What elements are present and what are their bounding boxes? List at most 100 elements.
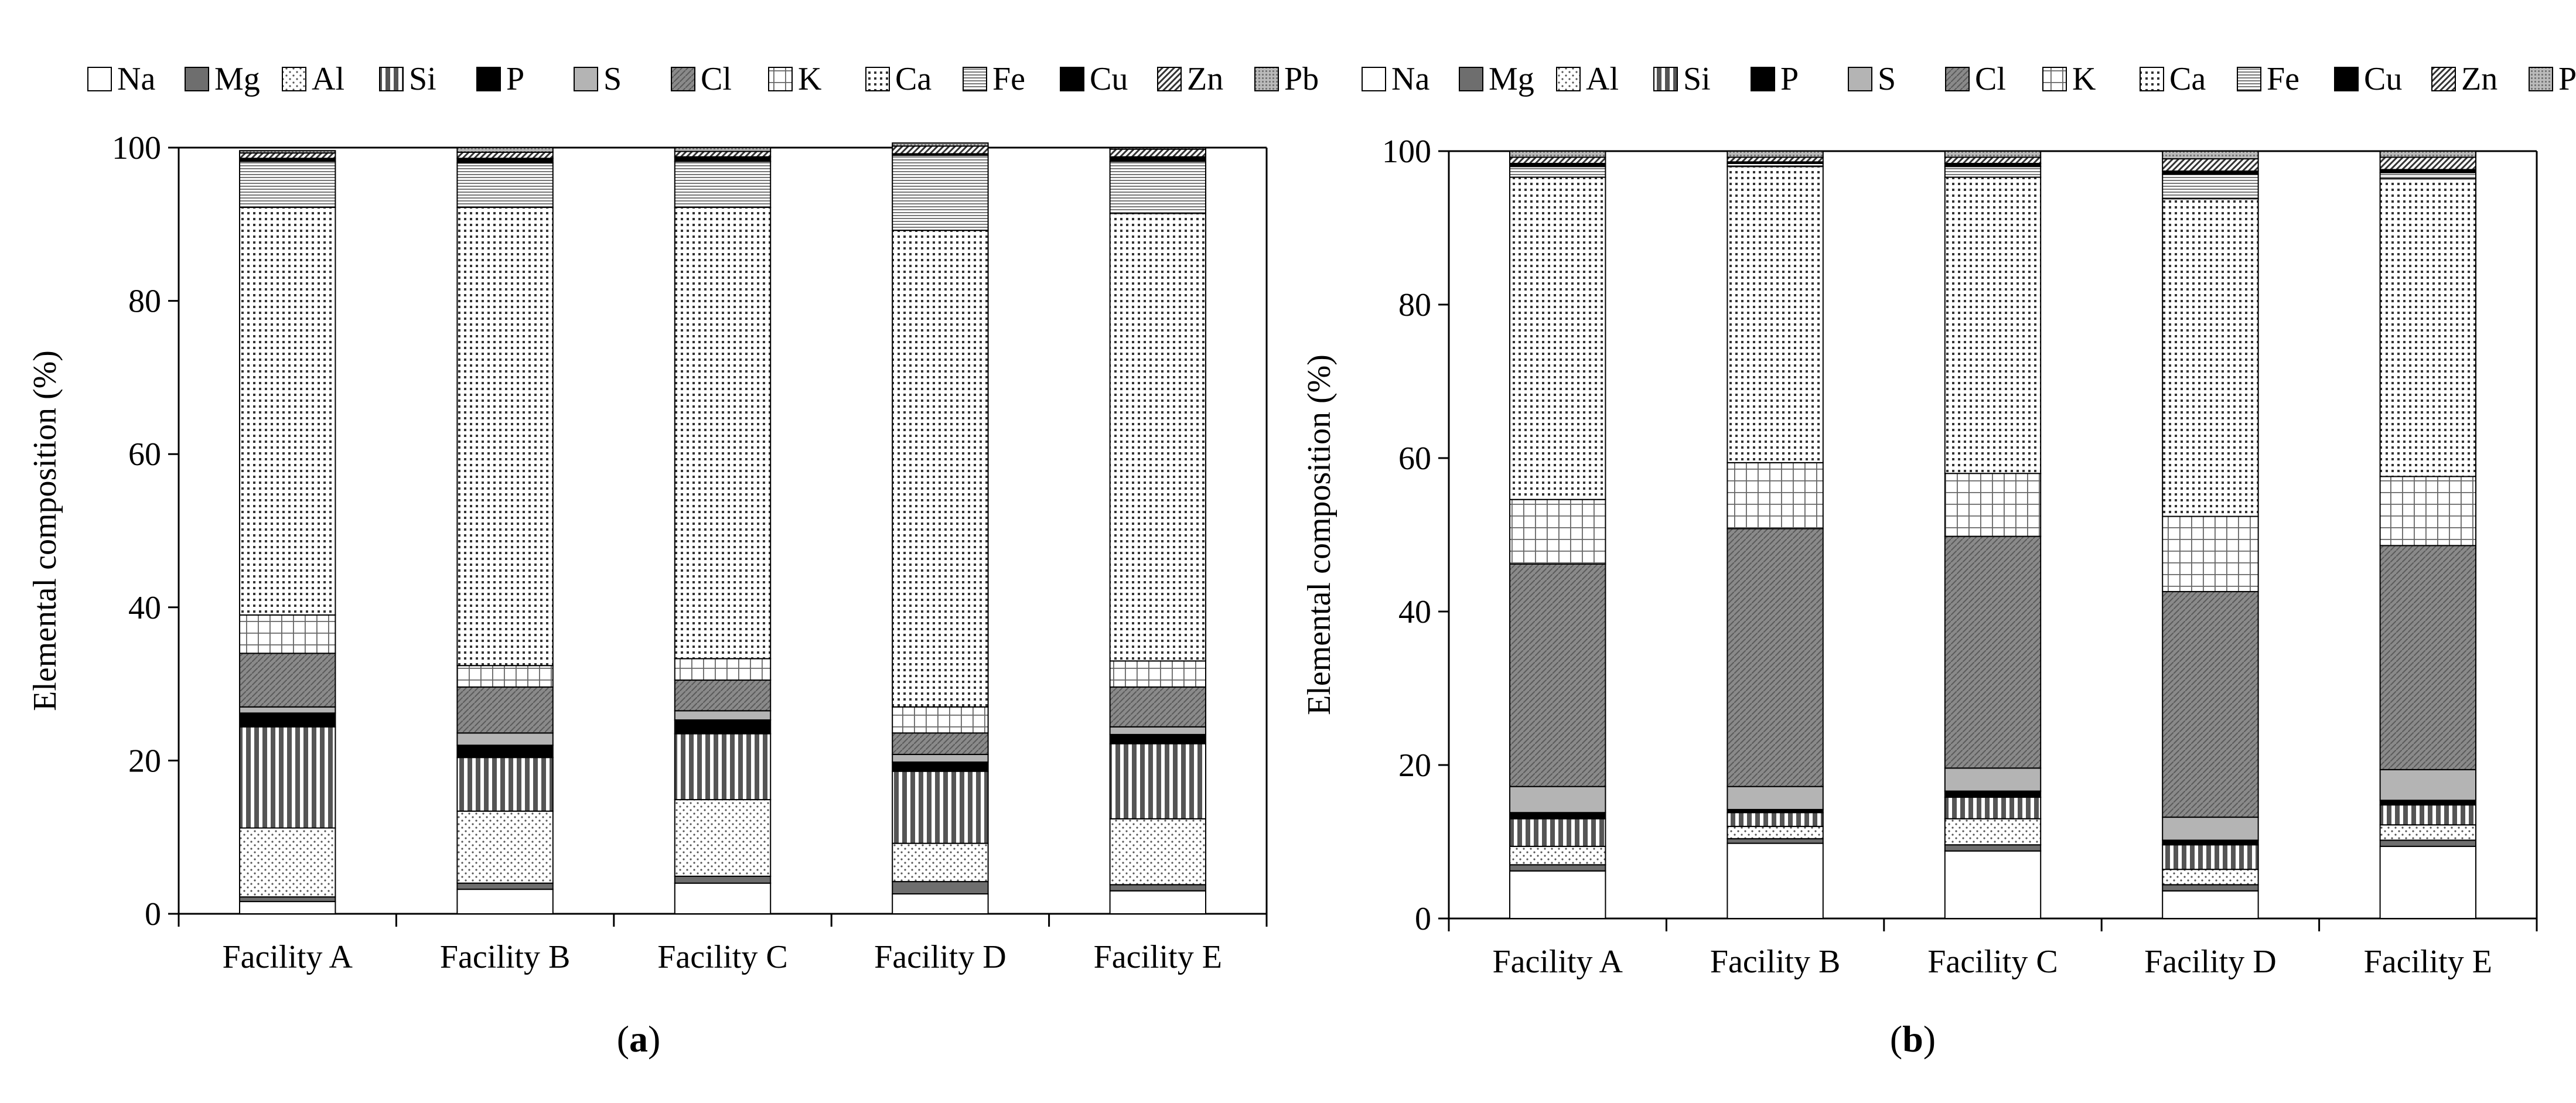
bar-segment-pb-5 xyxy=(2379,151,2477,158)
bar-segment-k-2 xyxy=(456,665,554,688)
legend-swatch-fe xyxy=(963,67,987,91)
bar-segment-k-5 xyxy=(2379,476,2477,547)
bar-segment-cu-2 xyxy=(456,158,554,164)
y-tick-label: 60 xyxy=(1398,440,1431,477)
bar-segment-na-4 xyxy=(892,893,989,914)
bar-segment-s-4 xyxy=(2162,817,2259,841)
bar-segment-mg-2 xyxy=(456,882,554,890)
x-category-label: Facility C xyxy=(657,939,787,975)
bar-segment-si-3 xyxy=(1944,797,2042,819)
y-tick-label: 0 xyxy=(1415,901,1431,937)
y-axis-title: Elemental composition (%) xyxy=(1301,354,1338,715)
bar-segment-p-1 xyxy=(238,712,336,728)
bar-segment-na-5 xyxy=(2379,845,2477,919)
bar-segment-zn-2 xyxy=(1727,156,1824,163)
y-tick-label: 20 xyxy=(1398,747,1431,784)
bar-segment-mg-5 xyxy=(2379,839,2477,847)
legend-swatch-ca xyxy=(865,67,890,91)
bar-segment-mg-2 xyxy=(1727,838,1824,844)
legend-swatch-si xyxy=(379,67,404,91)
bar-segment-pb-3 xyxy=(1944,151,2042,158)
legend-label-cl: Cl xyxy=(1975,61,2006,97)
legend-panel-b: Na Mg Al Si P S Cl K Ca Fe Cu Zn Pb xyxy=(1362,61,2576,97)
bar-segment-mg-3 xyxy=(674,875,772,884)
legend-swatch-k xyxy=(2042,67,2067,91)
legend-swatch-al xyxy=(282,67,306,91)
bar-segment-zn-4 xyxy=(2162,158,2259,172)
legend-swatch-p xyxy=(1751,67,1775,91)
legend-label-pb: Pb xyxy=(2558,61,2576,97)
bar-segment-pb-3 xyxy=(674,147,772,152)
legend-swatch-cl xyxy=(1945,67,1970,91)
legend-swatch-cu xyxy=(2334,67,2359,91)
legend-swatch-zn xyxy=(1157,67,1182,91)
bar-segment-si-2 xyxy=(1727,812,1824,827)
bar-segment-cl-2 xyxy=(1727,528,1824,787)
bar-segment-mg-4 xyxy=(2162,884,2259,892)
bar-segment-fe-3 xyxy=(1944,166,2042,178)
legend-swatch-s xyxy=(1848,67,1872,91)
legend-label-na: Na xyxy=(117,61,155,97)
bar-segment-s-3 xyxy=(674,710,772,721)
y-tick-label: 80 xyxy=(1398,287,1431,323)
bar-segment-mg-1 xyxy=(238,896,336,903)
bar-segment-si-1 xyxy=(238,726,336,829)
bar-segment-cl-3 xyxy=(1944,535,2042,769)
legend-swatch-na xyxy=(87,67,112,91)
bar-segment-fe-4 xyxy=(2162,173,2259,200)
bar-segment-al-5 xyxy=(2379,824,2477,841)
bar-segment-fe-5 xyxy=(2379,172,2477,180)
y-tick-label: 80 xyxy=(128,284,161,320)
bar-segment-zn-3 xyxy=(674,151,772,158)
bar-segment-s-1 xyxy=(1509,786,1606,814)
bar-segment-si-2 xyxy=(456,757,554,812)
bar-segment-al-4 xyxy=(2162,869,2259,886)
x-category-label: Facility A xyxy=(1492,944,1623,980)
bar-segment-k-1 xyxy=(1509,498,1606,565)
bar-segment-al-5 xyxy=(1109,818,1207,886)
bar-segment-p-2 xyxy=(456,745,554,759)
bar-segment-ca-1 xyxy=(1509,176,1606,500)
y-tick-label: 20 xyxy=(128,743,161,779)
bar-segment-k-4 xyxy=(2162,515,2259,592)
bar-segment-ca-2 xyxy=(1727,166,1824,463)
bar-segment-zn-1 xyxy=(238,152,336,159)
bar-segment-p-4 xyxy=(2162,839,2259,846)
bar-segment-na-4 xyxy=(2162,890,2259,919)
bar-segment-ca-2 xyxy=(456,207,554,667)
bar-segment-s-2 xyxy=(1727,786,1824,810)
legend-label-k: K xyxy=(2072,61,2096,97)
y-tick-label: 0 xyxy=(145,896,161,933)
legend-swatch-cl xyxy=(671,67,695,91)
bar-segment-k-4 xyxy=(892,706,989,734)
legend-label-zn: Zn xyxy=(2461,61,2497,97)
legend-label-mg: Mg xyxy=(214,61,260,97)
legend-label-pb: Pb xyxy=(1284,61,1319,97)
legend-label-ca: Ca xyxy=(895,61,932,97)
legend-label-fe: Fe xyxy=(2267,61,2299,97)
bar-segment-pb-1 xyxy=(238,150,336,154)
bar-segment-al-3 xyxy=(1944,818,2042,846)
legend-swatch-ca xyxy=(2140,67,2164,91)
bar-segment-si-4 xyxy=(892,770,989,844)
y-tick-label: 100 xyxy=(112,130,161,166)
bar-segment-na-5 xyxy=(1109,890,1207,915)
legend-swatch-zn xyxy=(2431,67,2456,91)
bar-segment-pb-2 xyxy=(1727,151,1824,158)
y-tick-label: 100 xyxy=(1382,134,1431,170)
bar-segment-al-2 xyxy=(456,810,554,884)
legend-label-cu: Cu xyxy=(2364,61,2402,97)
bar-segment-na-2 xyxy=(1727,842,1824,919)
bar-segment-fe-1 xyxy=(1509,166,1606,178)
legend-swatch-k xyxy=(768,67,793,91)
bar-segment-fe-1 xyxy=(238,161,336,209)
bar-segment-zn-5 xyxy=(1109,148,1207,158)
legend-label-zn: Zn xyxy=(1187,61,1223,97)
legend-label-al: Al xyxy=(1586,61,1619,97)
legend-label-cu: Cu xyxy=(1090,61,1128,97)
legend-swatch-na xyxy=(1362,67,1386,91)
bar-segment-ca-3 xyxy=(674,207,772,660)
bar-segment-fe-4 xyxy=(892,155,989,231)
legend-label-al: Al xyxy=(312,61,344,97)
